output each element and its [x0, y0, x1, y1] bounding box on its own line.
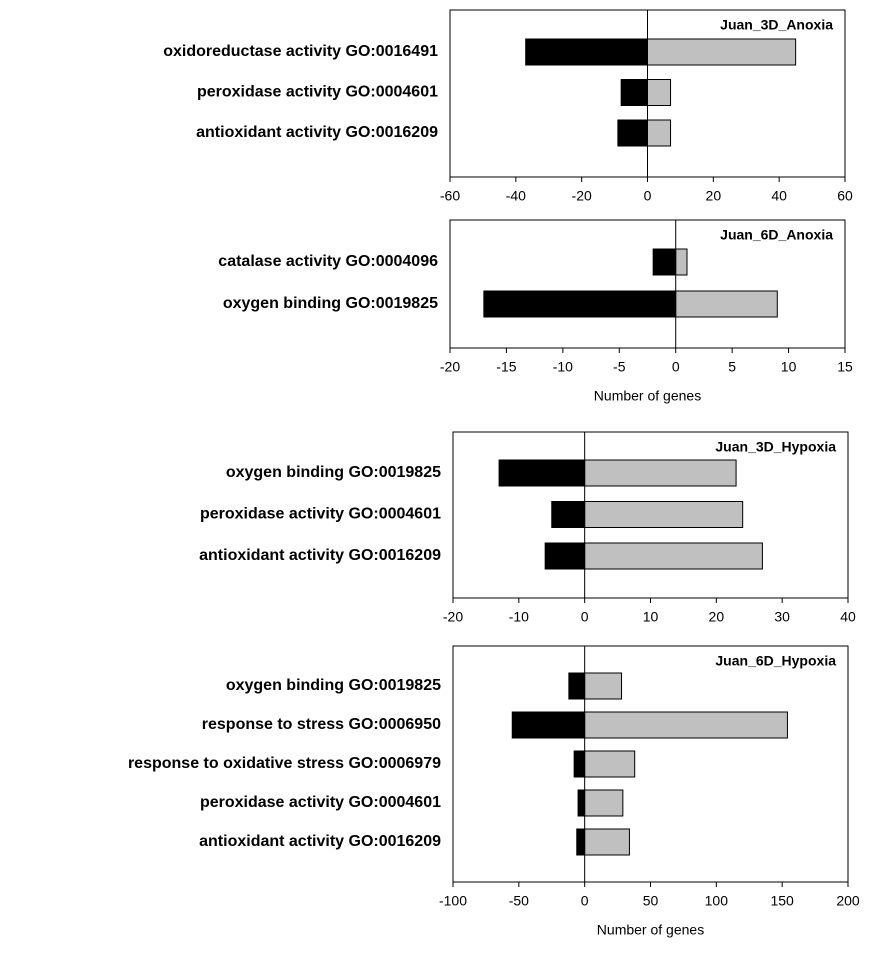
- x-tick-label: -20: [443, 609, 463, 625]
- bar: [525, 38, 648, 66]
- x-tick-label: 30: [774, 609, 790, 625]
- x-tick-label: 20: [709, 609, 725, 625]
- category-label: oxygen binding GO:0019825: [226, 677, 441, 694]
- bar: [551, 501, 586, 528]
- category-label: antioxidant activity GO:0016209: [199, 833, 441, 850]
- category-label: response to stress GO:0006950: [202, 716, 441, 733]
- bar: [647, 79, 672, 106]
- x-tick-label: 150: [770, 893, 794, 909]
- panel-title: Juan_6D_Hypoxia: [715, 653, 836, 669]
- bar: [620, 79, 649, 106]
- bar: [576, 828, 586, 856]
- category-label: peroxidase activity GO:0004601: [200, 794, 441, 811]
- bar: [584, 542, 763, 570]
- panel-title: Juan_3D_Hypoxia: [715, 439, 836, 455]
- bar: [483, 290, 677, 318]
- category-label: catalase activity GO:0004096: [218, 253, 438, 270]
- panel-title: Juan_6D_Anoxia: [720, 227, 833, 243]
- category-label: antioxidant activity GO:0016209: [196, 124, 438, 141]
- x-tick-label: 100: [705, 893, 729, 909]
- bar: [647, 38, 797, 66]
- bar: [584, 789, 624, 817]
- x-tick-label: 40: [771, 188, 787, 204]
- x-tick-label: 10: [781, 359, 797, 375]
- category-label: oxidoreductase activity GO:0016491: [163, 43, 438, 60]
- category-label: response to oxidative stress GO:0006979: [128, 755, 441, 772]
- x-tick-label: -10: [553, 359, 573, 375]
- x-tick-label: -20: [440, 359, 460, 375]
- bar: [498, 459, 586, 487]
- bar: [544, 542, 586, 570]
- bar: [584, 501, 744, 528]
- bar: [652, 248, 677, 276]
- bar: [511, 711, 586, 739]
- bar: [584, 459, 737, 487]
- x-tick-label: -100: [439, 893, 467, 909]
- x-tick-label: 10: [643, 609, 659, 625]
- panel-title: Juan_3D_Anoxia: [720, 17, 833, 33]
- category-label: oxygen binding GO:0019825: [223, 295, 438, 312]
- category-label: oxygen binding GO:0019825: [226, 464, 441, 481]
- category-label: antioxidant activity GO:0016209: [199, 547, 441, 564]
- plot-frame: [452, 645, 849, 883]
- x-tick-label: -20: [572, 188, 592, 204]
- x-tick-label: 0: [672, 359, 680, 375]
- x-axis-label: Number of genes: [597, 922, 704, 938]
- x-tick-label: 15: [837, 359, 853, 375]
- x-tick-label: -15: [496, 359, 516, 375]
- bar: [568, 672, 586, 700]
- bar: [584, 711, 788, 739]
- x-tick-label: 50: [643, 893, 659, 909]
- bar: [675, 248, 688, 276]
- bar: [617, 119, 648, 147]
- x-tick-label: 40: [840, 609, 856, 625]
- bar: [675, 290, 778, 318]
- x-tick-label: 0: [581, 893, 589, 909]
- bar: [584, 672, 623, 700]
- x-tick-label: 200: [836, 893, 860, 909]
- bar: [573, 750, 586, 778]
- plot-frame: [449, 219, 846, 349]
- category-label: peroxidase activity GO:0004601: [200, 506, 441, 523]
- x-tick-label: 60: [837, 188, 853, 204]
- x-tick-label: -5: [613, 359, 626, 375]
- x-tick-label: 5: [728, 359, 736, 375]
- x-tick-label: -50: [509, 893, 529, 909]
- bar: [577, 789, 586, 817]
- x-tick-label: -10: [509, 609, 529, 625]
- x-tick-label: 0: [581, 609, 589, 625]
- category-label: peroxidase activity GO:0004601: [197, 84, 438, 101]
- bar: [584, 750, 636, 778]
- x-axis-label: Number of genes: [594, 388, 701, 404]
- x-tick-label: 0: [644, 188, 652, 204]
- bar: [647, 119, 672, 147]
- x-tick-label: -40: [506, 188, 526, 204]
- x-tick-label: 20: [706, 188, 722, 204]
- bar: [584, 828, 630, 856]
- x-tick-label: -60: [440, 188, 460, 204]
